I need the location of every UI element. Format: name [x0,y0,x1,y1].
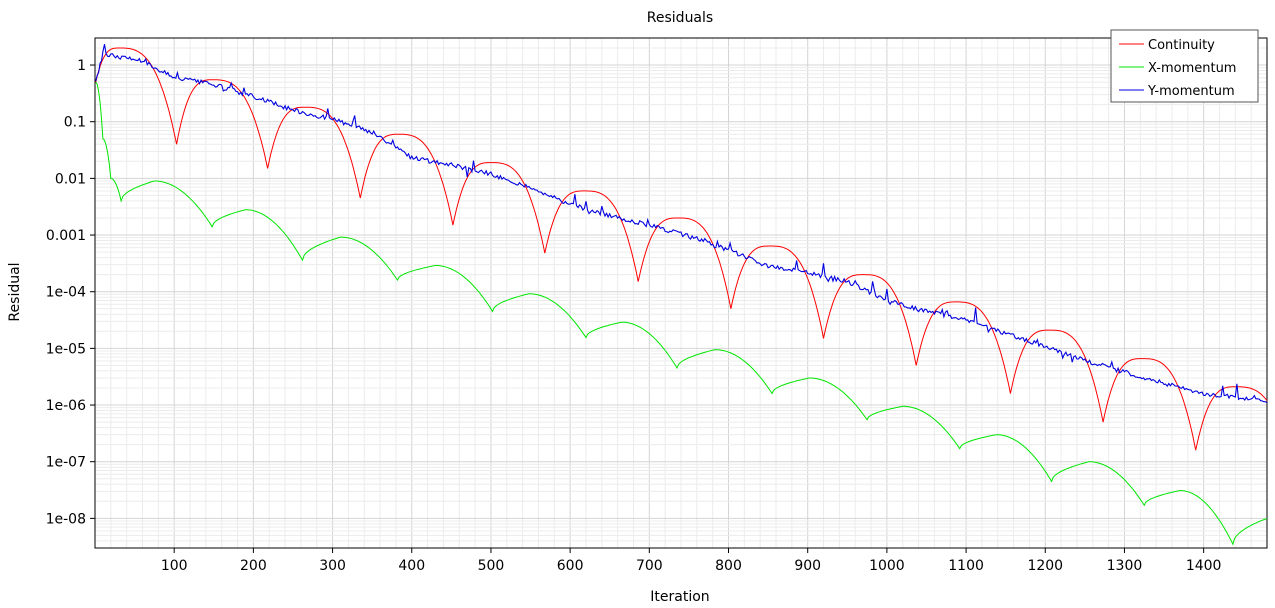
series-line-continuity [95,47,1268,451]
y-axis-title: Residual [7,262,23,321]
y-tick-label: 1e-08 [46,511,86,527]
x-tick-label: 100 [161,558,188,574]
x-tick-label: 200 [240,558,267,574]
series-layer [95,44,1268,546]
y-tick-label: 0.001 [46,228,86,244]
x-tick-label: 1300 [1107,558,1143,574]
x-tick-label: 500 [478,558,505,574]
legend-label: Y-momentum [1147,84,1235,99]
y-tick-label: 1e-06 [46,398,86,414]
x-tick-label: 600 [557,558,584,574]
y-tick-label: 1e-07 [46,455,86,471]
legend: Continuity X-momentum Y-momentum [1110,29,1259,103]
y-tick-label: 0.1 [64,115,86,131]
x-tick-label: 1400 [1186,558,1222,574]
grid [95,37,1267,549]
plot-area [94,37,1268,549]
y-tick-label: 1e-05 [46,341,86,357]
x-tick-label: 1100 [948,558,984,574]
x-tick-label: 1000 [869,558,905,574]
x-tick-label: 1200 [1027,558,1063,574]
x-tick-label: 400 [398,558,425,574]
x-axis-title: Iteration [650,589,709,605]
series-line-x-momentum [95,81,1268,546]
y-tick-label: 1 [77,58,86,74]
y-tick-label: 1e-04 [46,285,86,301]
series-line-y-momentum [95,44,1268,404]
y-tick-label: 0.01 [55,171,86,187]
x-tick-label: 700 [636,558,663,574]
axes: 100 200 300 400 500 600 700 800 900 1000 1100 1200 1… [46,58,1222,574]
legend-label: Continuity [1148,38,1215,53]
x-tick-label: 800 [715,558,742,574]
chart-title: Residuals [647,10,713,26]
legend-label: X-momentum [1148,61,1236,76]
x-tick-label: 900 [794,558,821,574]
x-tick-label: 300 [319,558,346,574]
